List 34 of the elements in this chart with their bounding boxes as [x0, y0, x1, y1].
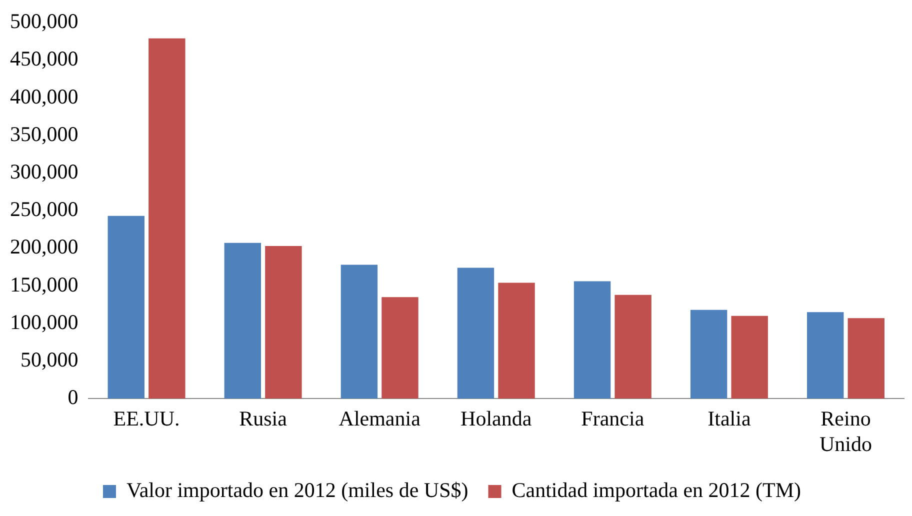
bar: [614, 294, 652, 399]
legend-label: Valor importado en 2012 (miles de US$): [126, 478, 468, 502]
bar: [340, 264, 378, 399]
y-tick-label: 150,000: [10, 272, 78, 296]
x-tick-label: Francia: [581, 406, 645, 431]
bar: [265, 246, 302, 399]
bar: [731, 316, 768, 399]
bar: [224, 242, 262, 399]
bar: [148, 38, 186, 399]
y-tick-label: 250,000: [10, 197, 78, 222]
bar: [806, 312, 844, 399]
y-tick-label: 0: [68, 385, 78, 410]
bar: [690, 310, 728, 399]
legend-label: Cantidad importada en 2012 (TM): [512, 478, 802, 502]
y-tick-label: 300,000: [10, 160, 78, 184]
x-tick-label: Rusia: [239, 406, 288, 431]
y-tick-label: 50,000: [20, 348, 78, 372]
x-tick-label: Alemania: [338, 406, 422, 431]
y-tick-label: 500,000: [10, 9, 78, 34]
bar: [108, 216, 144, 399]
bar: [382, 297, 418, 399]
y-tick-label: 350,000: [10, 122, 78, 146]
y-tick-label: 450,000: [10, 46, 78, 71]
x-tick-label: Italia: [708, 406, 752, 431]
x-tick-label: Holanda: [460, 406, 532, 431]
y-tick-label: 100,000: [10, 310, 78, 334]
bar: [498, 282, 535, 399]
y-tick-label: 400,000: [10, 84, 78, 108]
bar: [457, 268, 494, 399]
bar: [574, 281, 611, 399]
x-tick-label: EE.UU.: [113, 406, 180, 431]
x-tick-label: Reino Unido: [819, 406, 872, 456]
bar: [848, 318, 884, 399]
y-tick-label: 200,000: [10, 234, 78, 259]
